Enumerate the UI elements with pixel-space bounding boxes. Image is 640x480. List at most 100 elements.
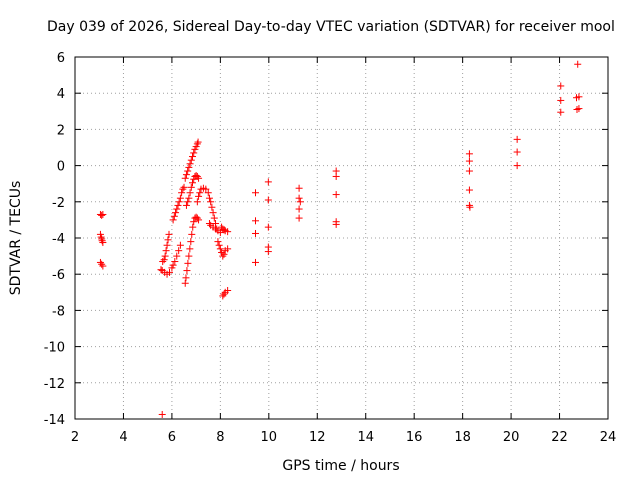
data-point [99, 239, 107, 247]
data-point [182, 201, 190, 209]
data-point [161, 252, 169, 260]
data-point [162, 247, 170, 255]
x-tick-label: 18 [454, 430, 471, 445]
data-point [557, 108, 565, 116]
data-point [210, 214, 218, 222]
x-tick-label: 6 [168, 430, 176, 445]
data-point [215, 241, 223, 249]
data-point [220, 250, 228, 258]
x-tick-label: 14 [357, 430, 374, 445]
x-tick-label: 12 [309, 430, 326, 445]
data-point [173, 252, 181, 260]
y-tick-label: -2 [52, 196, 65, 211]
data-point [169, 261, 177, 269]
data-point [224, 286, 232, 294]
data-point [251, 258, 259, 266]
data-point [196, 189, 204, 197]
data-point [224, 245, 232, 253]
data-point [219, 252, 227, 260]
data-point [190, 149, 198, 157]
data-point [296, 198, 304, 206]
data-point [251, 217, 259, 225]
x-tick-label: 16 [406, 430, 423, 445]
data-point [171, 258, 179, 266]
data-point [99, 210, 107, 218]
data-point [251, 189, 259, 197]
data-point [332, 220, 340, 228]
data-point [264, 248, 272, 256]
data-point [176, 241, 184, 249]
x-tick-label: 20 [503, 430, 520, 445]
data-point [195, 174, 203, 182]
data-point [216, 229, 224, 237]
data-point [189, 153, 197, 161]
data-point [209, 209, 217, 217]
data-point [188, 230, 196, 238]
y-tick-label: -6 [52, 268, 65, 283]
data-point [295, 194, 303, 202]
data-point [220, 290, 228, 298]
data-point [214, 238, 222, 246]
x-axis-label: GPS time / hours [282, 458, 399, 474]
data-point [160, 256, 168, 264]
y-tick-label: 2 [57, 123, 65, 138]
data-point [193, 140, 201, 148]
data-point [186, 160, 194, 168]
data-point [193, 172, 201, 180]
grid-lines [75, 57, 608, 419]
data-point [190, 218, 198, 226]
data-point [174, 201, 182, 209]
data-point [187, 183, 195, 191]
data-point [573, 105, 581, 113]
data-point [574, 60, 582, 68]
data-point [184, 198, 192, 206]
data-point [219, 292, 227, 300]
data-point [295, 184, 303, 192]
data-point [98, 260, 106, 268]
y-tick-label: 0 [57, 160, 65, 175]
data-point [165, 268, 173, 276]
data-point [295, 214, 303, 222]
data-point [184, 259, 192, 267]
data-point [187, 156, 195, 164]
data-point [186, 189, 194, 197]
data-point [178, 189, 186, 197]
data-point [465, 186, 473, 194]
data-point [205, 220, 213, 228]
data-point [98, 211, 106, 219]
data-point [195, 216, 203, 224]
data-point [163, 241, 171, 249]
data-point [189, 179, 197, 187]
data-point [184, 167, 192, 175]
x-tick-label: 10 [261, 430, 278, 445]
data-point [173, 205, 181, 213]
data-points [96, 60, 583, 418]
data-point [208, 203, 216, 211]
data-point [557, 96, 565, 104]
data-point [513, 148, 521, 156]
data-point [170, 212, 178, 220]
data-point [264, 178, 272, 186]
data-point [185, 163, 193, 171]
data-point [194, 138, 202, 146]
data-point [187, 238, 195, 246]
data-point [185, 194, 193, 202]
data-point [202, 185, 210, 193]
data-point [575, 105, 583, 113]
x-tick-label: 8 [216, 430, 224, 445]
data-point [99, 262, 107, 270]
x-tick-label: 22 [551, 430, 568, 445]
chart-title: Day 039 of 2026, Sidereal Day-to-day VTE… [47, 19, 615, 35]
data-point [224, 228, 232, 236]
data-point [181, 174, 189, 182]
y-tick-label: -8 [52, 304, 65, 319]
data-point [164, 236, 172, 244]
x-tick-label: 2 [71, 430, 79, 445]
data-point [195, 192, 203, 200]
data-point [332, 191, 340, 199]
x-axis: 2 4 6 8 10 12 14 16 18 20 22 24 [71, 57, 616, 445]
data-point [172, 209, 180, 217]
data-point [264, 196, 272, 204]
data-point [181, 279, 189, 287]
